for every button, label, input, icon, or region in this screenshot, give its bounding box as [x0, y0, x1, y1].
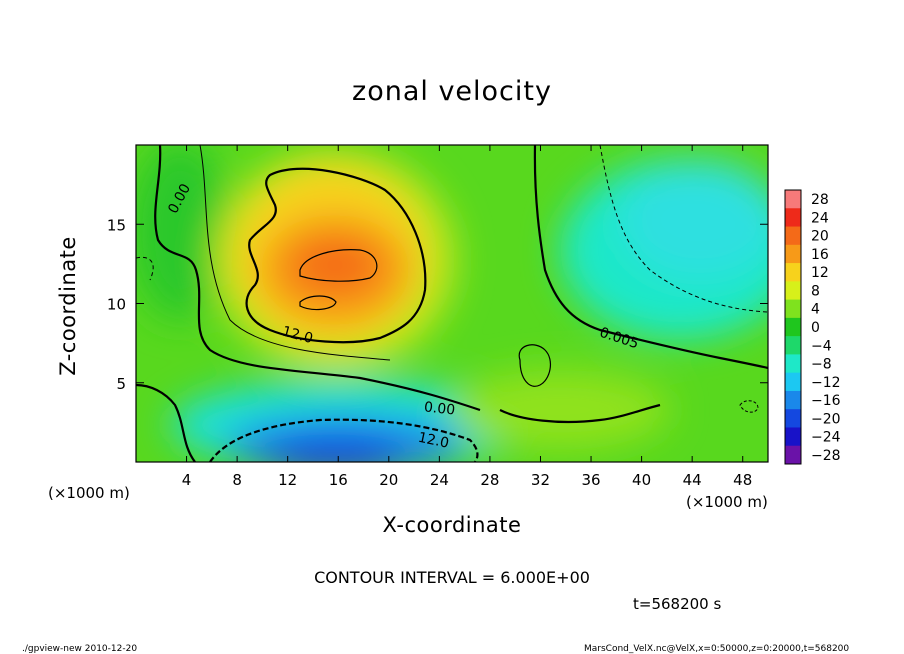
- colorbar-label: 28: [811, 192, 829, 208]
- chart-title: zonal velocity: [352, 76, 552, 107]
- contour-zero-left: [154, 145, 481, 412]
- x-tick-label: 28: [480, 471, 499, 489]
- colorbar-label: 8: [811, 283, 820, 299]
- contour-18-upper: [299, 249, 378, 282]
- x-tick-label: 40: [632, 471, 651, 489]
- colorbar-swatch: [785, 336, 801, 355]
- colorbar-label: 0: [811, 320, 820, 336]
- footer-program: ./gpview-new 2010-12-20: [22, 644, 138, 654]
- contour-zero-right: [533, 145, 768, 370]
- colorbar-swatch: [785, 299, 801, 319]
- colorbar-label: −8: [811, 357, 832, 373]
- colorbar-label: −24: [811, 430, 841, 446]
- contour-label: 12.0: [417, 430, 451, 452]
- footer-dataset: MarsCond_VelX.nc@VelX,x=0:50000,z=0:2000…: [584, 644, 850, 654]
- contour-12-negative: [209, 418, 479, 462]
- x-tick-label: 4: [182, 471, 192, 489]
- heatmap-blob-yellowgreen: [450, 370, 670, 450]
- contour-dashed-right: [599, 145, 768, 313]
- x-tick-label: 32: [531, 471, 550, 489]
- colorbar-swatch: [785, 354, 801, 374]
- x-axis-label: X-coordinate: [382, 513, 522, 537]
- x-tick-label: 8: [232, 471, 242, 489]
- x-tick-label: 24: [430, 471, 449, 489]
- colorbar-swatch: [785, 409, 801, 428]
- y-axis-label: Z-coordinate: [56, 236, 80, 376]
- colorbar-swatch: [785, 372, 801, 392]
- colorbar-label: 24: [811, 210, 829, 226]
- contour-zero-middle: [499, 403, 661, 424]
- colorbar-label: −16: [811, 393, 841, 409]
- x-tick-label: 16: [329, 471, 348, 489]
- colorbar-swatch: [785, 263, 801, 282]
- colorbar-label: −20: [811, 411, 841, 427]
- colorbar-swatch: [785, 427, 801, 447]
- y-tick-label: 15: [107, 216, 126, 234]
- x-tick-label: 20: [379, 471, 398, 489]
- contour-thin-6: [199, 145, 391, 361]
- x-axis-unit: (×1000 m): [686, 493, 768, 511]
- heatmap-blob-hot: [290, 237, 380, 293]
- contour-lines: [136, 145, 768, 462]
- colorbar-swatch: [785, 244, 801, 264]
- y-tick-label: 10: [107, 296, 126, 314]
- colorbar-label: 20: [811, 229, 829, 245]
- contour-dashed-left: [136, 256, 154, 281]
- contour-blob-right: [739, 400, 759, 413]
- heatmap-blob-cyan-right: [620, 160, 768, 280]
- colorbar-label: −28: [811, 448, 841, 464]
- colorbar-label: 12: [811, 265, 829, 281]
- colorbar-label: −4: [811, 338, 832, 354]
- heatmap-field: [136, 145, 768, 462]
- heatmap-blob-left: [136, 145, 230, 320]
- x-tick-label: 48: [733, 471, 752, 489]
- contour-label: 0.00: [423, 399, 456, 418]
- colorbar-swatch: [785, 190, 801, 209]
- colorbar-swatch: [785, 317, 801, 337]
- colorbar-label: −12: [811, 375, 841, 391]
- contour-label: 12.0: [280, 324, 314, 348]
- time-stamp: t=568200 s: [633, 595, 722, 613]
- colorbar-label: 16: [811, 247, 829, 263]
- contour-blob-mid: [518, 344, 552, 387]
- colorbar-frame: [784, 189, 802, 465]
- colorbar-swatch: [785, 226, 801, 246]
- y-axis: 5 10 15: [107, 216, 768, 393]
- contour-18-lower: [299, 295, 337, 311]
- colorbar-swatch: [785, 281, 801, 301]
- colorbar-swatch: [785, 390, 801, 410]
- heatmap-blob-deep-blue: [265, 435, 405, 462]
- y-axis-unit: (×1000 m): [48, 484, 130, 502]
- contour-interval-note: CONTOUR INTERVAL = 6.000E+00: [314, 568, 590, 587]
- x-axis: 4 8 12 16 20 24 28 32 36 40 44 48: [182, 145, 752, 489]
- contour-12-positive: [245, 167, 427, 344]
- y-tick-label: 5: [116, 375, 126, 393]
- colorbar-swatch: [785, 208, 801, 228]
- contour-zero-bottom-left: [136, 383, 196, 462]
- colorbar-swatch: [785, 445, 801, 465]
- colorbar-label: 4: [811, 302, 820, 318]
- x-tick-label: 36: [581, 471, 600, 489]
- x-tick-label: 12: [278, 471, 297, 489]
- x-tick-label: 44: [683, 471, 702, 489]
- colorbar: 28 24 20 16 12 8 4 0 −4 −8 −12 −16 −20 −24 −28: [784, 189, 841, 465]
